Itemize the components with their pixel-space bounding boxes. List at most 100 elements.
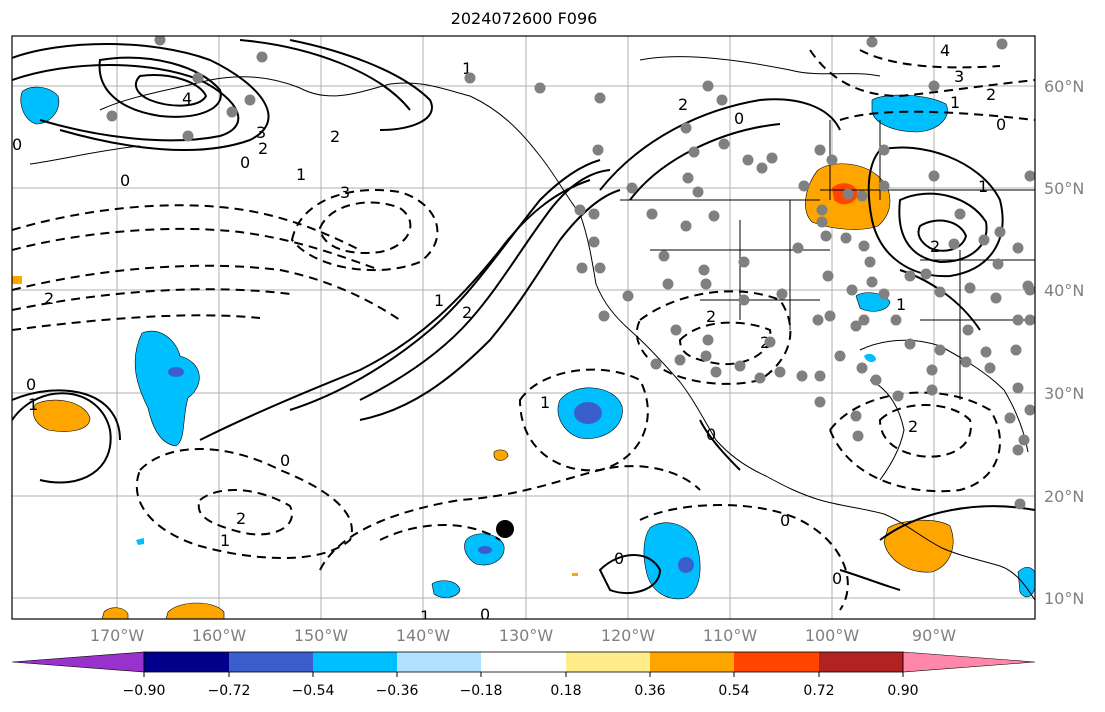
contour-label: 2 xyxy=(462,303,472,322)
station-marker xyxy=(934,344,946,356)
station-marker xyxy=(842,188,854,200)
lon-label: 110°W xyxy=(702,626,758,645)
contour-label: 1 xyxy=(896,295,906,314)
station-marker xyxy=(244,94,256,106)
contour-label: 0 xyxy=(734,109,744,128)
station-marker xyxy=(662,278,674,290)
contour-label: 2 xyxy=(330,127,340,146)
fill-patch xyxy=(883,519,954,573)
fill-patch xyxy=(136,538,144,545)
fill-patch xyxy=(678,557,694,573)
station-marker xyxy=(814,396,826,408)
station-marker xyxy=(864,256,876,268)
station-marker xyxy=(716,94,728,106)
station-marker xyxy=(256,51,268,63)
contour-label: 0 xyxy=(614,549,624,568)
lon-label: 170°W xyxy=(89,626,145,645)
contour-label: 0 xyxy=(996,115,1006,134)
colorbar-tick-label: −0.72 xyxy=(207,683,251,699)
station-marker xyxy=(658,250,670,262)
station-marker xyxy=(226,106,238,118)
fill-patch xyxy=(493,449,509,461)
station-marker xyxy=(878,180,890,192)
station-marker xyxy=(622,290,634,302)
station-marker xyxy=(710,366,722,378)
station-marker xyxy=(534,82,546,94)
contour-label: 2 xyxy=(706,307,716,326)
station-marker xyxy=(700,278,712,290)
station-marker xyxy=(948,238,960,250)
contour-label: 0 xyxy=(120,171,130,190)
station-marker xyxy=(742,154,754,166)
colorbar-segment xyxy=(650,652,734,672)
target-point-marker xyxy=(496,520,514,538)
contour-label: 1 xyxy=(462,59,472,78)
station-marker xyxy=(816,204,828,216)
colorbar-tick-label: −0.54 xyxy=(291,683,335,699)
station-marker xyxy=(594,262,606,274)
station-marker xyxy=(594,92,606,104)
colorbar-segment xyxy=(397,652,481,672)
station-marker xyxy=(928,80,940,92)
lon-label: 100°W xyxy=(804,626,860,645)
station-marker xyxy=(646,208,658,220)
lat-label: 50°N xyxy=(1044,179,1085,198)
station-marker xyxy=(798,180,810,192)
station-marker xyxy=(1018,434,1030,446)
station-marker xyxy=(692,186,704,198)
colorbar-tick-label: −0.36 xyxy=(375,683,419,699)
station-marker xyxy=(598,310,610,322)
contour-label: 0 xyxy=(706,425,716,444)
station-marker xyxy=(840,232,852,244)
fill-patch xyxy=(12,276,22,284)
station-marker xyxy=(574,204,586,216)
station-marker xyxy=(702,334,714,346)
station-marker xyxy=(1010,344,1022,356)
station-marker xyxy=(820,230,832,242)
fill-patch xyxy=(101,607,129,619)
station-marker xyxy=(754,372,766,384)
station-marker xyxy=(926,384,938,396)
contour-label: 3 xyxy=(954,67,964,86)
station-marker xyxy=(774,366,786,378)
colorbar-max-extend xyxy=(902,651,1036,673)
contour-label: 2 xyxy=(986,85,996,104)
contour-label: 0 xyxy=(12,135,22,154)
colorbar-tick-label: 0.90 xyxy=(887,683,919,699)
station-marker xyxy=(796,370,808,382)
station-marker xyxy=(1004,412,1016,424)
station-marker xyxy=(682,172,694,184)
station-marker xyxy=(996,38,1008,50)
lon-label: 90°W xyxy=(911,626,957,645)
station-marker xyxy=(674,354,686,366)
station-marker xyxy=(980,346,992,358)
colorbar-segment xyxy=(819,652,903,672)
station-marker xyxy=(878,144,890,156)
colorbar-segment xyxy=(734,652,819,672)
station-marker xyxy=(576,262,588,274)
station-marker xyxy=(926,364,938,376)
station-marker xyxy=(464,72,476,84)
contour-label: 2 xyxy=(44,289,54,308)
station-marker xyxy=(1024,404,1035,416)
station-marker xyxy=(954,208,966,220)
fill-patch xyxy=(165,602,225,619)
station-marker xyxy=(892,390,904,402)
colorbar xyxy=(11,651,1036,677)
contour-label: 4 xyxy=(182,89,192,108)
station-marker xyxy=(106,110,118,122)
station-marker xyxy=(984,362,996,374)
contour-label: 1 xyxy=(296,165,306,184)
fill-patch xyxy=(478,546,492,554)
station-marker xyxy=(1012,242,1024,254)
station-marker xyxy=(850,320,862,332)
station-marker xyxy=(688,146,700,158)
lat-label: 60°N xyxy=(1044,77,1085,96)
fill-patch xyxy=(431,580,461,598)
station-marker xyxy=(670,324,682,336)
fill-patch xyxy=(134,331,200,447)
station-marker xyxy=(182,130,194,142)
station-marker xyxy=(934,286,946,298)
station-marker xyxy=(1024,314,1035,326)
contour-label: 2 xyxy=(908,417,918,436)
